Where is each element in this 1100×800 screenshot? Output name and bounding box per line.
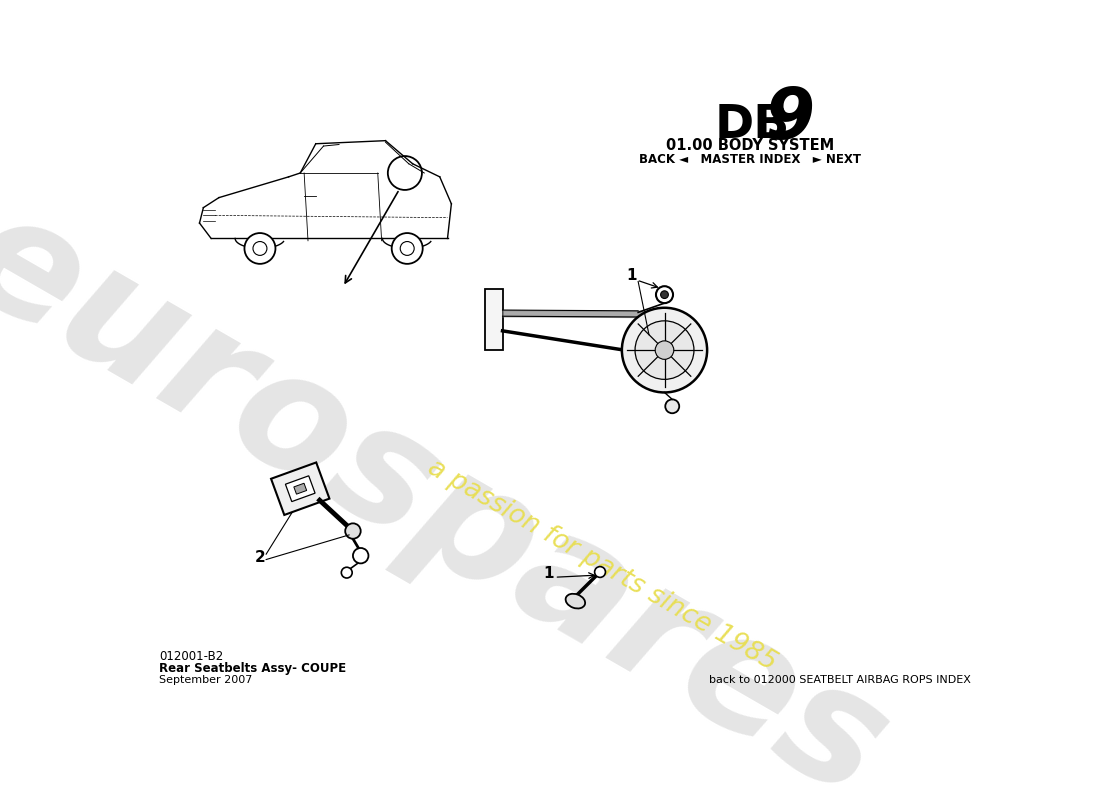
Text: 1: 1 <box>543 566 553 581</box>
Text: 012001-B2: 012001-B2 <box>160 650 223 663</box>
Circle shape <box>392 233 422 264</box>
Circle shape <box>595 566 605 578</box>
Polygon shape <box>285 476 315 502</box>
Text: Rear Seatbelts Assy- COUPE: Rear Seatbelts Assy- COUPE <box>160 662 346 675</box>
Circle shape <box>656 286 673 303</box>
Circle shape <box>666 399 679 414</box>
Circle shape <box>656 341 674 359</box>
Text: back to 012000 SEATBELT AIRBAG ROPS INDEX: back to 012000 SEATBELT AIRBAG ROPS INDE… <box>708 674 970 685</box>
Circle shape <box>635 321 694 379</box>
Text: 9: 9 <box>763 85 814 154</box>
Polygon shape <box>294 483 307 494</box>
Circle shape <box>621 308 707 393</box>
Circle shape <box>244 233 275 264</box>
Text: 2: 2 <box>254 550 265 566</box>
Text: September 2007: September 2007 <box>160 674 253 685</box>
Circle shape <box>341 567 352 578</box>
Text: a passion for parts since 1985: a passion for parts since 1985 <box>424 455 781 677</box>
Text: eurospares: eurospares <box>0 176 913 800</box>
Text: 01.00 BODY SYSTEM: 01.00 BODY SYSTEM <box>666 138 834 153</box>
Polygon shape <box>271 462 330 515</box>
Circle shape <box>661 291 669 298</box>
Text: BACK ◄   MASTER INDEX   ► NEXT: BACK ◄ MASTER INDEX ► NEXT <box>639 153 860 166</box>
Circle shape <box>345 523 361 538</box>
Ellipse shape <box>565 594 585 609</box>
Circle shape <box>353 548 369 563</box>
Text: 1: 1 <box>627 268 637 283</box>
Text: DB: DB <box>715 102 790 148</box>
FancyBboxPatch shape <box>485 289 503 350</box>
